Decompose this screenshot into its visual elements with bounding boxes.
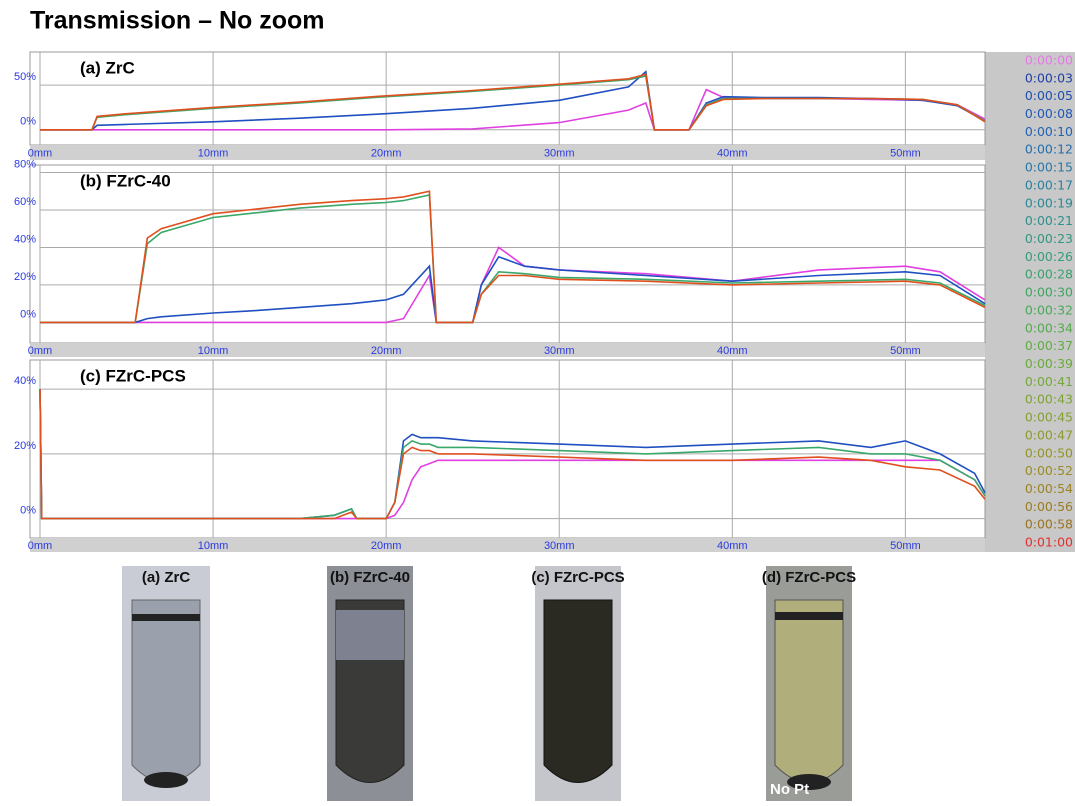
x-axis-band (30, 145, 985, 160)
legend-label: 0:00:54 (1025, 481, 1073, 496)
legend-label: 0:00:52 (1025, 463, 1073, 478)
panel-title: (a) ZrC (80, 58, 135, 77)
x-tick-label: 30mm (544, 540, 575, 552)
x-tick-label: 20mm (371, 345, 402, 357)
legend-label: 0:00:47 (1025, 427, 1073, 442)
legend-label: 0:01:00 (1025, 535, 1073, 550)
x-tick-label: 40mm (717, 147, 748, 159)
y-tick-label: 60% (14, 196, 36, 208)
x-tick-label: 50mm (890, 147, 921, 159)
photo-note: No Pt (770, 781, 809, 798)
legend-label: 0:00:23 (1025, 231, 1073, 246)
legend-label: 0:00:10 (1025, 124, 1073, 139)
x-tick-label: 30mm (544, 345, 575, 357)
panel-title: (b) FZrC-40 (80, 171, 171, 190)
legend-label: 0:00:15 (1025, 160, 1073, 175)
legend-label: 0:00:17 (1025, 177, 1073, 192)
legend-label: 0:00:37 (1025, 338, 1073, 353)
y-tick-label: 20% (14, 271, 36, 283)
panel-title: (c) FZrC-PCS (80, 366, 186, 385)
page-title: Transmission – No zoom (30, 7, 325, 35)
photo-caption: (b) FZrC-40 (330, 569, 410, 586)
y-tick-label: 40% (14, 375, 36, 387)
legend-label: 0:00:39 (1025, 356, 1073, 371)
legend-label: 0:00:32 (1025, 302, 1073, 317)
x-tick-label: 20mm (371, 540, 402, 552)
legend-label: 0:00:50 (1025, 445, 1073, 460)
legend-label: 0:00:43 (1025, 392, 1073, 407)
legend-label: 0:00:12 (1025, 142, 1073, 157)
clear-layer (336, 610, 404, 660)
legend-label: 0:00:28 (1025, 267, 1073, 282)
x-axis-band (30, 538, 985, 552)
legend-panel (985, 52, 1075, 552)
legend-label: 0:00:56 (1025, 499, 1073, 514)
legend-label: 0:00:58 (1025, 517, 1073, 532)
x-tick-label: 0mm (28, 147, 52, 159)
tube (131, 599, 201, 783)
series-line (40, 73, 986, 131)
tube (543, 599, 613, 783)
photo-caption: (d) FZrC-PCS (762, 569, 856, 586)
y-tick-label: 0% (20, 308, 36, 320)
meniscus (132, 614, 200, 621)
x-tick-label: 10mm (198, 147, 229, 159)
series-line (39, 389, 986, 520)
x-tick-label: 10mm (198, 540, 229, 552)
legend-label: 0:00:34 (1025, 320, 1073, 335)
x-tick-label: 20mm (371, 147, 402, 159)
series-line (40, 190, 986, 324)
x-tick-label: 30mm (544, 147, 575, 159)
x-tick-label: 40mm (717, 540, 748, 552)
photo-caption: (c) FZrC-PCS (531, 569, 624, 586)
y-tick-label: 50% (14, 71, 36, 83)
legend-label: 0:00:08 (1025, 106, 1073, 121)
legend-label: 0:00:26 (1025, 249, 1073, 264)
x-tick-label: 0mm (28, 540, 52, 552)
tube (774, 599, 844, 783)
sediment (144, 772, 188, 788)
y-tick-label: 0% (20, 116, 36, 128)
photos: (a) ZrC (b) FZrC-40 (c) FZrC-PCS (d) FZr… (122, 566, 856, 801)
y-tick-label: 0% (20, 504, 36, 516)
photo-caption: (a) ZrC (142, 569, 191, 586)
meniscus (775, 612, 843, 620)
y-tick-label: 20% (14, 440, 36, 452)
legend-label: 0:00:00 (1025, 52, 1073, 67)
x-tick-label: 50mm (890, 540, 921, 552)
legend-label: 0:00:41 (1025, 374, 1073, 389)
y-tick-label: 40% (14, 233, 36, 245)
legend-label: 0:00:45 (1025, 410, 1073, 425)
x-tick-label: 50mm (890, 345, 921, 357)
series-line (39, 389, 986, 520)
legend-label: 0:00:05 (1025, 88, 1073, 103)
x-axis-band (30, 343, 985, 357)
x-tick-label: 0mm (28, 345, 52, 357)
legend-label: 0:00:30 (1025, 285, 1073, 300)
legend-label: 0:00:19 (1025, 195, 1073, 210)
x-tick-label: 10mm (198, 345, 229, 357)
x-tick-label: 40mm (717, 345, 748, 357)
sediment (787, 774, 831, 790)
legend-label: 0:00:21 (1025, 213, 1073, 228)
y-tick-label: 80% (14, 158, 36, 170)
legend-label: 0:00:03 (1025, 70, 1073, 85)
